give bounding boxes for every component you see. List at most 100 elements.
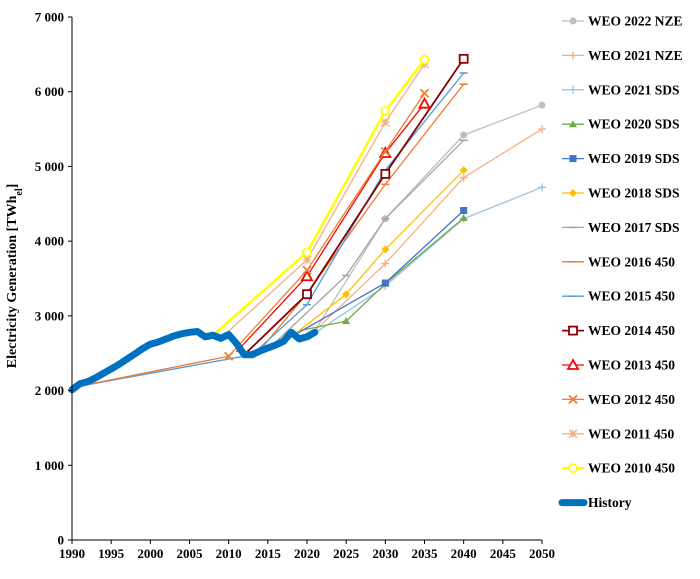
series-weo-2015-450	[71, 72, 468, 389]
legend-marker	[566, 358, 580, 370]
data-point	[380, 168, 391, 179]
data-point	[302, 289, 312, 300]
legend-label: WEO 2020 SDS	[588, 117, 680, 132]
legend-label: WEO 2015 450	[588, 289, 675, 304]
legend-marker	[569, 17, 577, 25]
series-line	[259, 83, 465, 351]
series-line	[211, 58, 426, 337]
data-point	[538, 125, 546, 134]
legend-label: WEO 2017 SDS	[588, 220, 680, 235]
x-tick-label: 2025	[333, 546, 360, 561]
data-point	[460, 207, 468, 215]
legend-entry: WEO 2017 SDS	[562, 220, 680, 235]
series-weo-2014-450	[243, 53, 469, 356]
legend-marker	[568, 325, 578, 336]
series-line	[306, 128, 543, 339]
series-line	[220, 63, 426, 339]
series-line	[314, 104, 543, 332]
y-tick-label: 4 000	[35, 234, 64, 249]
legend-entry: WEO 2018 SDS	[562, 186, 680, 201]
series-line	[235, 103, 426, 353]
legend-entry: WEO 2021 NZE	[562, 48, 683, 63]
series-weo-2021-sds	[306, 183, 546, 339]
series-weo-2019-sds	[290, 207, 468, 338]
legend: WEO 2022 NZE WEO 2021 NZE WEO 2021 SDS WEO …	[558, 14, 683, 510]
legend-label: WEO 2010 450	[588, 461, 675, 476]
series-history	[68, 328, 319, 394]
legend-marker	[568, 394, 578, 405]
legend-marker	[569, 51, 577, 60]
data-point	[460, 131, 468, 139]
data-point	[342, 290, 351, 299]
legend-label: WEO 2021 NZE	[588, 48, 683, 63]
data-point	[419, 54, 430, 65]
series-line	[275, 139, 465, 343]
data-point	[380, 146, 390, 157]
y-tick-label: 5 000	[35, 159, 64, 174]
legend-label: WEO 2011 450	[588, 426, 675, 441]
series-line	[298, 217, 465, 332]
series-weo-2018-sds	[282, 166, 468, 344]
data-point	[459, 213, 468, 221]
legend-label: WEO 2013 450	[588, 358, 675, 373]
series-line	[243, 57, 465, 356]
data-point	[381, 259, 390, 268]
data-point	[538, 101, 546, 109]
data-point	[224, 351, 234, 361]
data-point	[458, 53, 469, 64]
legend-entry: WEO 2010 450	[562, 461, 675, 476]
legend-entry: History	[558, 495, 632, 510]
legend-entry: WEO 2021 SDS	[562, 82, 680, 97]
series-line	[306, 186, 543, 339]
legend-marker	[568, 463, 578, 474]
data-point	[302, 265, 312, 275]
x-tick-label: 1995	[98, 546, 125, 561]
legend-entry: WEO 2020 SDS	[562, 117, 680, 132]
y-tick-label: 0	[58, 533, 65, 548]
series-weo-2010-450	[211, 54, 430, 337]
y-axis-label: Electricity Generation [TWhel]	[5, 184, 25, 369]
data-point	[380, 106, 391, 117]
legend-entry: WEO 2011 450	[562, 426, 675, 441]
data-point	[381, 245, 390, 254]
legend-label: WEO 2012 450	[588, 392, 675, 407]
axes: 0 1 000 2 000 3 000 4 000 5 000 6 000 7 000 1990…	[35, 10, 555, 562]
series-weo-2021-nze	[306, 125, 546, 339]
series-weo-2022-nze	[314, 101, 546, 332]
data-point	[419, 88, 430, 98]
legend-marker	[569, 155, 577, 163]
legend-label: WEO 2014 450	[588, 323, 675, 338]
legend-entry: WEO 2015 450	[562, 289, 675, 304]
data-point	[459, 173, 468, 182]
legend-marker	[569, 85, 577, 94]
legend-entry: WEO 2014 450	[562, 323, 675, 338]
series-line	[68, 328, 319, 394]
data-point	[459, 166, 468, 175]
series-weo-2017-sds	[275, 139, 468, 343]
data-point	[538, 183, 546, 192]
plot-area	[68, 53, 546, 394]
legend-label: WEO 2021 SDS	[588, 82, 680, 97]
legend-label: History	[588, 495, 632, 510]
legend-entry: WEO 2022 NZE	[562, 14, 683, 29]
series-weo-2012-450	[71, 88, 430, 389]
x-tick-label: 2000	[137, 546, 163, 561]
legend-label: WEO 2016 450	[588, 254, 675, 269]
legend-entry: WEO 2012 450	[562, 392, 675, 407]
legend-marker	[569, 120, 577, 128]
legend-entry: WEO 2016 450	[562, 254, 675, 269]
x-tick-label: 2050	[529, 546, 555, 561]
x-tick-label: 1990	[59, 546, 85, 561]
data-point	[300, 269, 314, 282]
legend-marker	[569, 189, 577, 197]
legend-label: WEO 2022 NZE	[588, 14, 683, 29]
x-tick-label: 2035	[412, 546, 439, 561]
legend-marker	[568, 429, 578, 439]
legend-entry: WEO 2019 SDS	[562, 151, 680, 166]
x-tick-label: 2005	[177, 546, 204, 561]
data-point	[380, 117, 390, 127]
y-tick-label: 2 000	[35, 383, 64, 398]
data-point	[302, 255, 312, 265]
legend-label: WEO 2019 SDS	[588, 151, 680, 166]
